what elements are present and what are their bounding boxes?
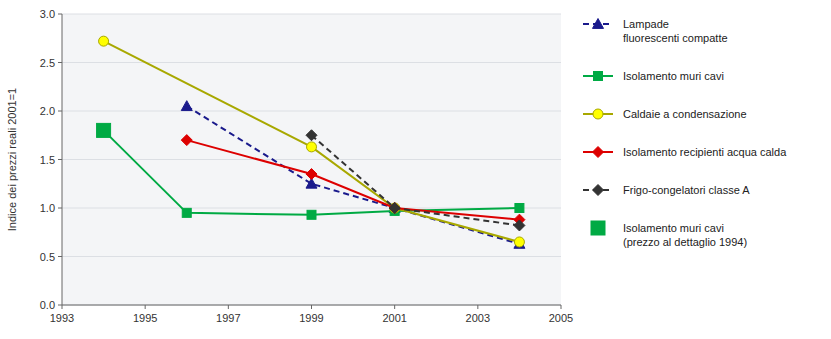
x-tick-label: 1993 xyxy=(50,312,74,324)
x-tick xyxy=(561,305,562,309)
point xyxy=(99,36,109,46)
point xyxy=(97,123,111,137)
point xyxy=(182,208,191,217)
y-tick-label: 3.0 xyxy=(40,8,55,20)
legend-label: Lampade fluorescenti compatte xyxy=(623,18,728,44)
point xyxy=(181,135,192,146)
legend-label-line: (prezzo al dettaglio 1994) xyxy=(623,236,747,248)
y-tick-label: 1.0 xyxy=(40,202,55,214)
x-tick-label: 2001 xyxy=(382,312,406,324)
series-line xyxy=(312,135,520,225)
x-tick xyxy=(394,305,395,309)
x-tick-label: 2003 xyxy=(466,312,490,324)
legend-label: Isolamento recipienti acqua calda xyxy=(623,146,787,158)
point xyxy=(307,210,316,219)
legend-label-line: Isolamento muri cavi xyxy=(623,222,724,234)
plot-background xyxy=(62,14,561,305)
legend-item: Frigo-congelatori classe A xyxy=(583,184,750,196)
legend-label-line: fluorescenti compatte xyxy=(623,32,728,44)
y-tick xyxy=(58,305,62,306)
y-tick-label: 2.5 xyxy=(40,57,55,69)
x-tick xyxy=(311,305,312,309)
legend-marker xyxy=(593,185,604,196)
point xyxy=(389,203,400,214)
x-tick xyxy=(62,305,63,309)
grid-line xyxy=(62,256,561,257)
series xyxy=(99,126,524,219)
y-tick xyxy=(58,256,62,257)
legend-marker xyxy=(591,221,605,235)
legend-item: Isolamento recipienti acqua calda xyxy=(583,146,787,158)
series-line xyxy=(104,41,520,242)
legend-label-line: Isolamento recipienti acqua calda xyxy=(623,146,787,158)
point xyxy=(514,237,524,247)
point xyxy=(181,101,192,111)
point xyxy=(515,204,524,213)
series-line xyxy=(187,140,520,220)
y-axis-line xyxy=(62,14,63,305)
legend-item: Isolamento muri cavi xyxy=(583,70,724,82)
legend-item: Lampade fluorescenti compatte xyxy=(583,18,728,44)
x-tick xyxy=(145,305,146,309)
legend-label-line: Isolamento muri cavi xyxy=(623,70,724,82)
x-tick-label: 1997 xyxy=(216,312,240,324)
point xyxy=(306,169,317,180)
y-tick-label: 2.0 xyxy=(40,105,55,117)
y-tick-label: 0.5 xyxy=(40,251,55,263)
legend-label: Frigo-congelatori classe A xyxy=(623,184,750,196)
legend-marker xyxy=(594,72,603,81)
legend-marker xyxy=(593,19,604,29)
legend-label: Isolamento muri cavi xyxy=(623,70,724,82)
y-tick xyxy=(58,14,62,15)
legend-item: Isolamento muri cavi (prezzo al dettaglio… xyxy=(591,221,747,248)
series xyxy=(97,123,111,137)
grid-line xyxy=(62,111,561,112)
series-group xyxy=(97,36,525,248)
y-tick xyxy=(58,62,62,63)
x-tick xyxy=(228,305,229,309)
chart: 0.0 0.5 1.0 1.5 2.0 2.5 3.0 1993 1995 1997 1999 200… xyxy=(0,0,831,339)
x-tick-label: 1999 xyxy=(299,312,323,324)
point xyxy=(514,220,525,231)
legend-label: Caldaie a condensazione xyxy=(623,108,747,120)
legend-marker xyxy=(593,147,604,158)
grid-line xyxy=(62,62,561,63)
series xyxy=(306,130,525,231)
grid-line xyxy=(62,305,561,306)
x-tick-label: 1995 xyxy=(133,312,157,324)
x-tick-label: 2005 xyxy=(549,312,573,324)
series-line xyxy=(104,130,520,214)
series xyxy=(99,36,525,247)
y-tick xyxy=(58,208,62,209)
y-tick-label: 0.0 xyxy=(40,299,55,311)
x-axis-line xyxy=(62,305,561,306)
legend-item: Caldaie a condensazione xyxy=(583,108,747,120)
point xyxy=(306,130,317,141)
axes: 0.0 0.5 1.0 1.5 2.0 2.5 3.0 1993 1995 1997 1999 200… xyxy=(40,8,574,324)
y-axis-label: Indice dei prezzi reali 2001=1 xyxy=(6,88,18,231)
y-tick xyxy=(58,159,62,160)
x-tick xyxy=(477,305,478,309)
legend-marker xyxy=(593,109,603,119)
series xyxy=(181,135,525,226)
legend-label-line: Lampade xyxy=(623,18,669,30)
legend-label-line: Frigo-congelatori classe A xyxy=(623,184,750,196)
series-line xyxy=(187,106,520,244)
legend-label-line: Caldaie a condensazione xyxy=(623,108,747,120)
legend: Lampade fluorescenti compatte Isolamento m… xyxy=(583,18,787,248)
y-tick xyxy=(58,111,62,112)
grid-line xyxy=(62,159,561,160)
legend-label: Isolamento muri cavi (prezzo al dettaglio… xyxy=(623,222,747,248)
grid-line xyxy=(62,14,561,15)
y-tick-label: 1.5 xyxy=(40,154,55,166)
series xyxy=(181,101,525,249)
point xyxy=(307,142,317,152)
